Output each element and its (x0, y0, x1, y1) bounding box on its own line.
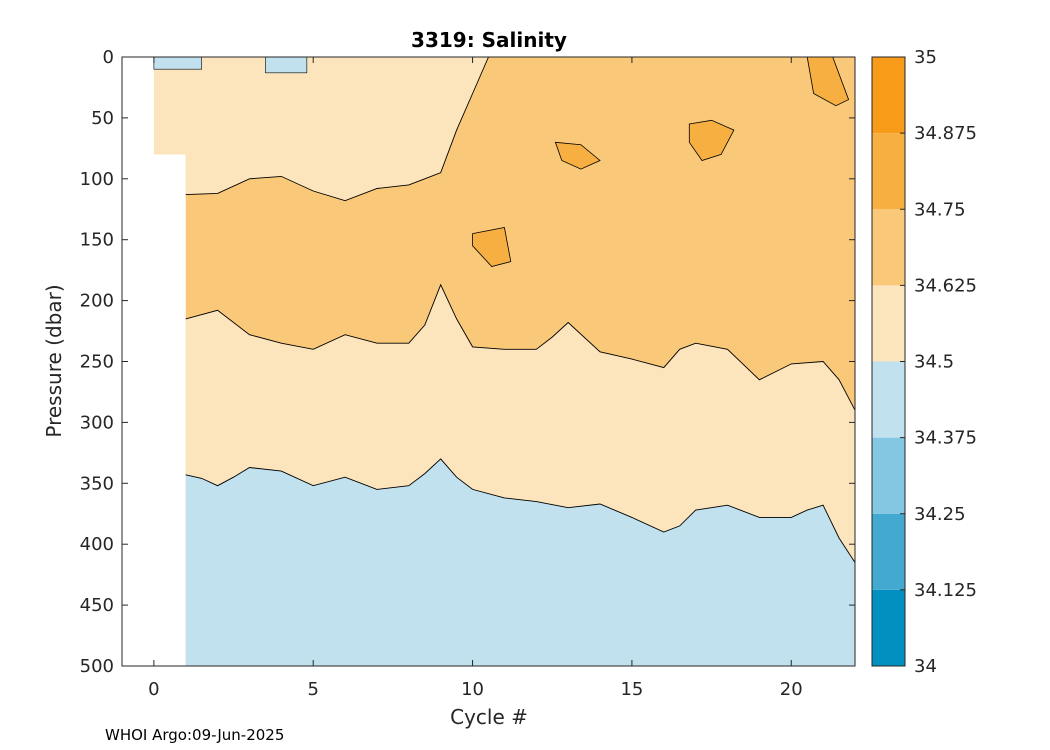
x-axis: 0 5 10 15 20 (148, 57, 803, 700)
high-salinity-patch (472, 227, 512, 267)
x-tick-label: 10 (461, 679, 484, 700)
y-tick-label: 150 (80, 230, 114, 251)
colorbar-tick-label: 34.875 (914, 123, 977, 144)
colorbar-tick-label: 34.5 (914, 352, 954, 373)
y-tick-label: 100 (80, 169, 114, 190)
colorbar-tick-label: 34.625 (914, 275, 977, 296)
x-tick-label: 5 (307, 679, 318, 700)
y-tick-label: 450 (80, 595, 114, 616)
colorbar-tick-label: 34.125 (914, 580, 977, 601)
y-tick-label: 200 (80, 291, 114, 312)
band-34.5-34.625-surface (185, 57, 489, 201)
contour-line (185, 283, 856, 411)
x-tick-label: 0 (148, 679, 159, 700)
colorbar-swatch (872, 133, 905, 210)
plot-area (121, 56, 856, 667)
colorbar-tick-label: 34.375 (914, 428, 977, 449)
low-salinity-patch (153, 56, 202, 70)
y-tick-label: 400 (80, 534, 114, 555)
colorbar-tick-label: 35 (914, 47, 937, 68)
colorbar-swatch (872, 57, 905, 134)
x-tick-label: 20 (780, 679, 803, 700)
contour-line (185, 458, 856, 563)
y-tick-label: 50 (91, 108, 114, 129)
colorbar-swatch (872, 589, 905, 666)
y-axis-label: Pressure (dbar) (42, 284, 66, 437)
colorbar-swatch (872, 437, 905, 514)
y-tick-label: 300 (80, 412, 114, 433)
colorbar-swatch (872, 513, 905, 590)
colorbar-tick-label: 34 (914, 656, 937, 677)
chart-title: 3319: Salinity (411, 28, 567, 52)
colorbar-swatch (872, 285, 905, 362)
band-34.5-34.625-deep (185, 284, 855, 563)
x-tick-label: 15 (620, 679, 643, 700)
y-tick-label: 500 (80, 656, 114, 677)
y-tick-label: 250 (80, 352, 114, 373)
y-tick-label: 350 (80, 473, 114, 494)
low-salinity-patch (265, 56, 308, 74)
band-34.375-34.5 (185, 458, 855, 666)
colorbar-tick-label: 34.25 (914, 504, 966, 525)
high-salinity-patch (554, 141, 601, 170)
y-axis: 0 50 100 150 200 250 300 350 400 450 500 (80, 47, 855, 677)
contour-line (185, 56, 489, 202)
colorbar: 34 34.125 34.25 34.375 34.5 34.625 34.75 34.875… (871, 47, 977, 677)
colorbar-swatch (872, 209, 905, 286)
footer-credit: WHOI Argo:09-Jun-2025 (105, 726, 284, 744)
high-salinity-patch (688, 119, 735, 161)
colorbar-swatch (872, 361, 905, 438)
colorbar-tick-label: 34.75 (914, 199, 966, 220)
x-axis-label: Cycle # (450, 705, 528, 729)
y-tick-label: 0 (103, 47, 114, 68)
cycle0-profile-fill (153, 57, 186, 155)
